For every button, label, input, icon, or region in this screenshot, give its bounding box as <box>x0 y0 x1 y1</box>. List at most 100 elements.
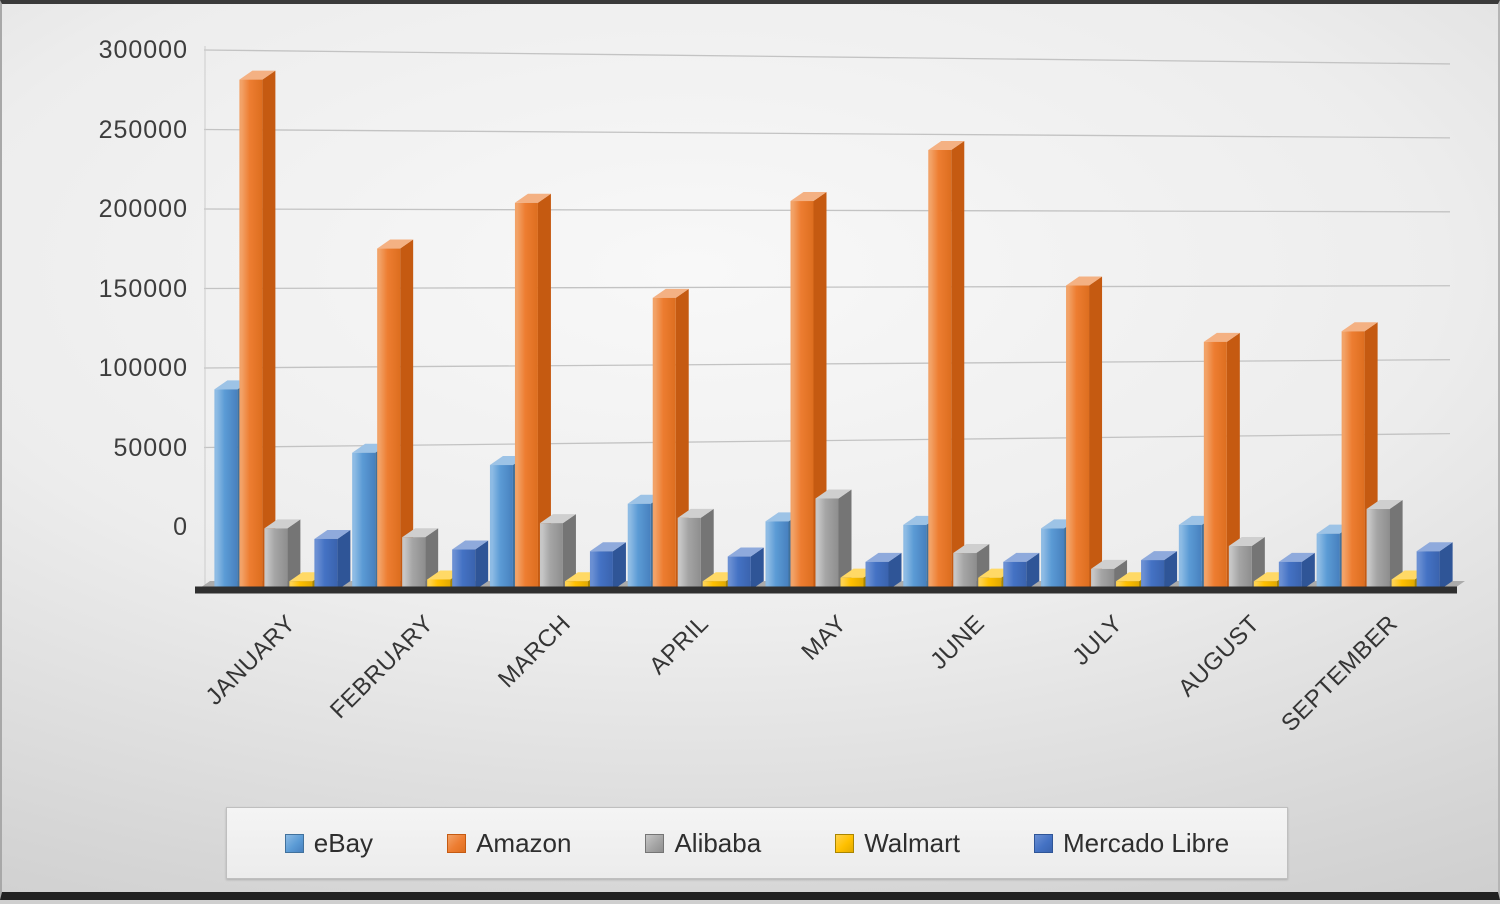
y-axis-tick-label-100000: 100000 <box>98 354 188 382</box>
bar-front-face <box>903 524 927 590</box>
bar-top-face <box>377 239 414 249</box>
bar-amazon-march[interactable] <box>514 193 551 591</box>
bar-mercado-libre-march[interactable] <box>589 542 626 590</box>
bar-front-face <box>1041 528 1065 590</box>
bar-front-face <box>1141 560 1165 590</box>
bar-front-face <box>1366 509 1390 590</box>
bar-alibaba-march[interactable] <box>539 514 576 590</box>
bar-front-face <box>427 579 451 590</box>
legend-swatch-alibaba <box>645 833 665 853</box>
bar-front-face <box>452 549 476 590</box>
bar-side-face <box>951 141 965 590</box>
bar-front-face <box>402 537 426 590</box>
bar-mercado-libre-june[interactable] <box>1003 552 1040 590</box>
bar-top-face <box>815 489 852 499</box>
bar-front-face <box>1341 331 1365 590</box>
bar-front-face <box>377 248 401 590</box>
bar-front-face <box>1391 579 1415 590</box>
bar-front-face <box>1416 551 1440 590</box>
bar-mercado-libre-august[interactable] <box>1278 552 1315 590</box>
bar-alibaba-april[interactable] <box>677 508 714 590</box>
legend-item-walmart[interactable]: Walmart <box>835 828 960 859</box>
bar-side-face <box>1301 552 1315 590</box>
bar-top-face <box>1003 552 1040 562</box>
legend-item-mercado-libre[interactable]: Mercado Libre <box>1034 828 1229 859</box>
bar-front-face <box>264 528 288 590</box>
bar-front-face <box>314 538 338 590</box>
y-axis-tick-label-50000: 50000 <box>113 433 188 462</box>
bar-front-face <box>1228 546 1252 590</box>
bar-front-face <box>953 553 977 590</box>
legend-swatch-mercado-libre <box>1034 833 1053 853</box>
bar-mercado-libre-april[interactable] <box>727 547 764 590</box>
bar-mercado-libre-may[interactable] <box>865 552 902 590</box>
column-chart: 0 50000 100000 150000 200000 250000 300000 JAN… <box>2 4 1498 892</box>
bar-amazon-july[interactable] <box>1066 276 1103 590</box>
y-axis-tick-label-0: 0 <box>173 513 188 541</box>
bar-side-face <box>813 192 827 591</box>
bar-front-face <box>214 389 238 590</box>
legend-item-amazon[interactable]: Amazon <box>447 828 571 859</box>
bar-alibaba-january[interactable] <box>264 519 301 590</box>
bar-mercado-libre-january[interactable] <box>314 529 351 590</box>
bar-amazon-april[interactable] <box>652 288 689 590</box>
bar-top-face <box>402 528 439 538</box>
bar-side-face <box>262 70 276 591</box>
bar-front-face <box>815 498 839 590</box>
legend-swatch-ebay <box>284 833 304 853</box>
bar-amazon-june[interactable] <box>928 141 965 590</box>
bar-top-face <box>727 547 764 557</box>
bar-front-face <box>865 561 889 590</box>
bar-front-face <box>1178 524 1202 590</box>
legend-item-ebay[interactable]: eBay <box>284 828 373 859</box>
bar-mercado-libre-july[interactable] <box>1141 551 1178 590</box>
bar-front-face <box>489 465 513 590</box>
bar-top-face <box>314 529 351 539</box>
bar-front-face <box>1066 285 1090 590</box>
bar-top-face <box>1228 537 1265 546</box>
bar-side-face <box>1389 500 1403 590</box>
bar-front-face <box>1091 568 1115 590</box>
bar-side-face <box>400 239 414 590</box>
bar-top-face <box>790 192 827 202</box>
legend-label-amazon: Amazon <box>476 827 572 858</box>
y-axis-tick-label-150000: 150000 <box>98 274 188 303</box>
bar-amazon-january[interactable] <box>239 70 276 591</box>
legend[interactable]: eBay Amazon Alibaba Walmart Mercado Libre <box>226 807 1288 879</box>
legend-label-alibaba: Alibaba <box>674 827 762 858</box>
bar-side-face <box>888 552 902 590</box>
bar-front-face <box>589 551 613 590</box>
bar-front-face <box>1278 561 1302 590</box>
bar-mercado-libre-february[interactable] <box>452 540 489 590</box>
bar-front-face <box>652 297 676 590</box>
bar-front-face <box>928 150 952 590</box>
bar-front-face <box>1203 341 1227 590</box>
bar-front-face <box>727 556 751 590</box>
chart-floor-front-edge <box>195 586 1457 594</box>
y-axis-tick-label-300000: 300000 <box>98 36 188 64</box>
bar-top-face <box>239 70 276 80</box>
bar-top-face <box>953 544 990 554</box>
bar-mercado-libre-september[interactable] <box>1416 542 1453 590</box>
bar-top-face <box>264 519 301 529</box>
bar-front-face <box>1316 533 1340 590</box>
bar-front-face <box>702 581 726 590</box>
bar-amazon-may[interactable] <box>790 192 827 591</box>
legend-swatch-walmart <box>835 833 855 853</box>
bar-alibaba-september[interactable] <box>1366 500 1403 590</box>
legend-item-alibaba[interactable]: Alibaba <box>645 828 761 859</box>
bar-top-face <box>677 508 714 518</box>
bar-top-face <box>1341 322 1378 332</box>
plot-area <box>195 46 1465 594</box>
bar-alibaba-may[interactable] <box>815 489 852 590</box>
bar-amazon-february[interactable] <box>377 239 414 590</box>
bar-front-face <box>677 517 701 590</box>
bar-alibaba-february[interactable] <box>402 528 439 590</box>
bar-side-face <box>612 542 626 590</box>
bar-side-face <box>562 514 576 590</box>
gridline-300000 <box>203 49 1451 65</box>
bar-front-face <box>1116 581 1140 590</box>
bar-amazon-august[interactable] <box>1203 332 1240 590</box>
legend-label-walmart: Walmart <box>864 827 960 858</box>
